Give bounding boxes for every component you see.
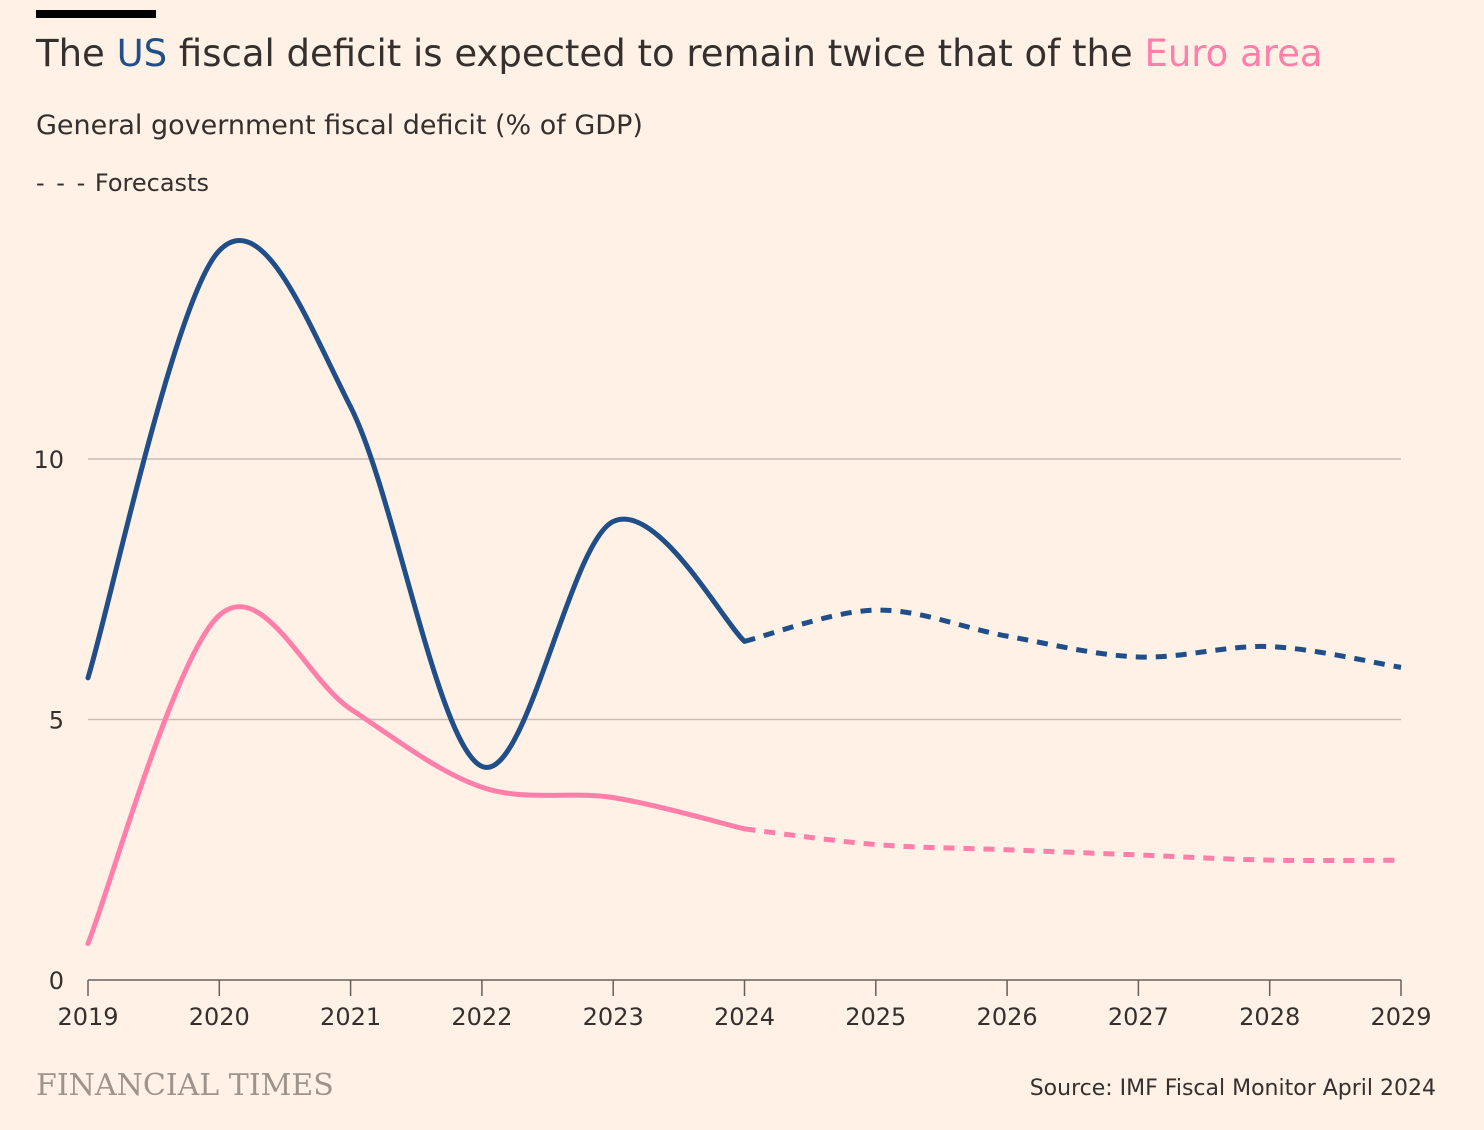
- euro-actual-line: [85, 604, 747, 947]
- x-tick-label: 2029: [1370, 1003, 1431, 1031]
- x-tick-label: 2025: [845, 1003, 906, 1031]
- x-tick-label: 2023: [583, 1003, 644, 1031]
- forecast-legend: - - - Forecasts: [36, 169, 209, 197]
- chart-subtitle: General government fiscal deficit (% of …: [36, 110, 643, 141]
- series-lines: [85, 238, 1402, 947]
- x-tick-label: 2021: [320, 1003, 381, 1031]
- euro-forecast-line: [744, 826, 1402, 864]
- ft-logo: FINANCIAL TIMES: [36, 1068, 334, 1103]
- x-tick-label: 2027: [1108, 1003, 1169, 1031]
- us-forecast-line: [743, 607, 1402, 670]
- gridlines: 0 5 10: [33, 446, 1401, 995]
- title-text-start: The: [36, 32, 117, 75]
- x-tick-label: 2020: [189, 1003, 250, 1031]
- top-accent-bar: [36, 10, 156, 18]
- title-text-middle: fiscal deficit is expected to remain twi…: [167, 32, 1145, 75]
- x-tick-label: 2024: [714, 1003, 775, 1031]
- dash-legend-icon: - - -: [36, 169, 88, 197]
- x-tick-label: 2022: [451, 1003, 512, 1031]
- x-tick-label: 2019: [57, 1003, 118, 1031]
- y-tick-label: 10: [33, 446, 64, 474]
- chart-title: The US fiscal deficit is expected to rem…: [36, 32, 1323, 75]
- y-tick-label: 0: [49, 967, 64, 995]
- title-us-label: US: [116, 32, 168, 75]
- x-axis: 2019 2020 2021 2022 2023 2024 2025 2026 2027 2028…: [57, 979, 1432, 1031]
- us-actual-line: [85, 238, 747, 770]
- source-note: Source: IMF Fiscal Monitor April 2024: [1029, 1076, 1436, 1101]
- forecast-legend-label: Forecasts: [94, 169, 209, 197]
- y-tick-label: 5: [49, 707, 64, 735]
- x-tick-label: 2026: [977, 1003, 1038, 1031]
- title-euro-label: Euro area: [1144, 32, 1323, 75]
- x-tick-label: 2028: [1239, 1003, 1300, 1031]
